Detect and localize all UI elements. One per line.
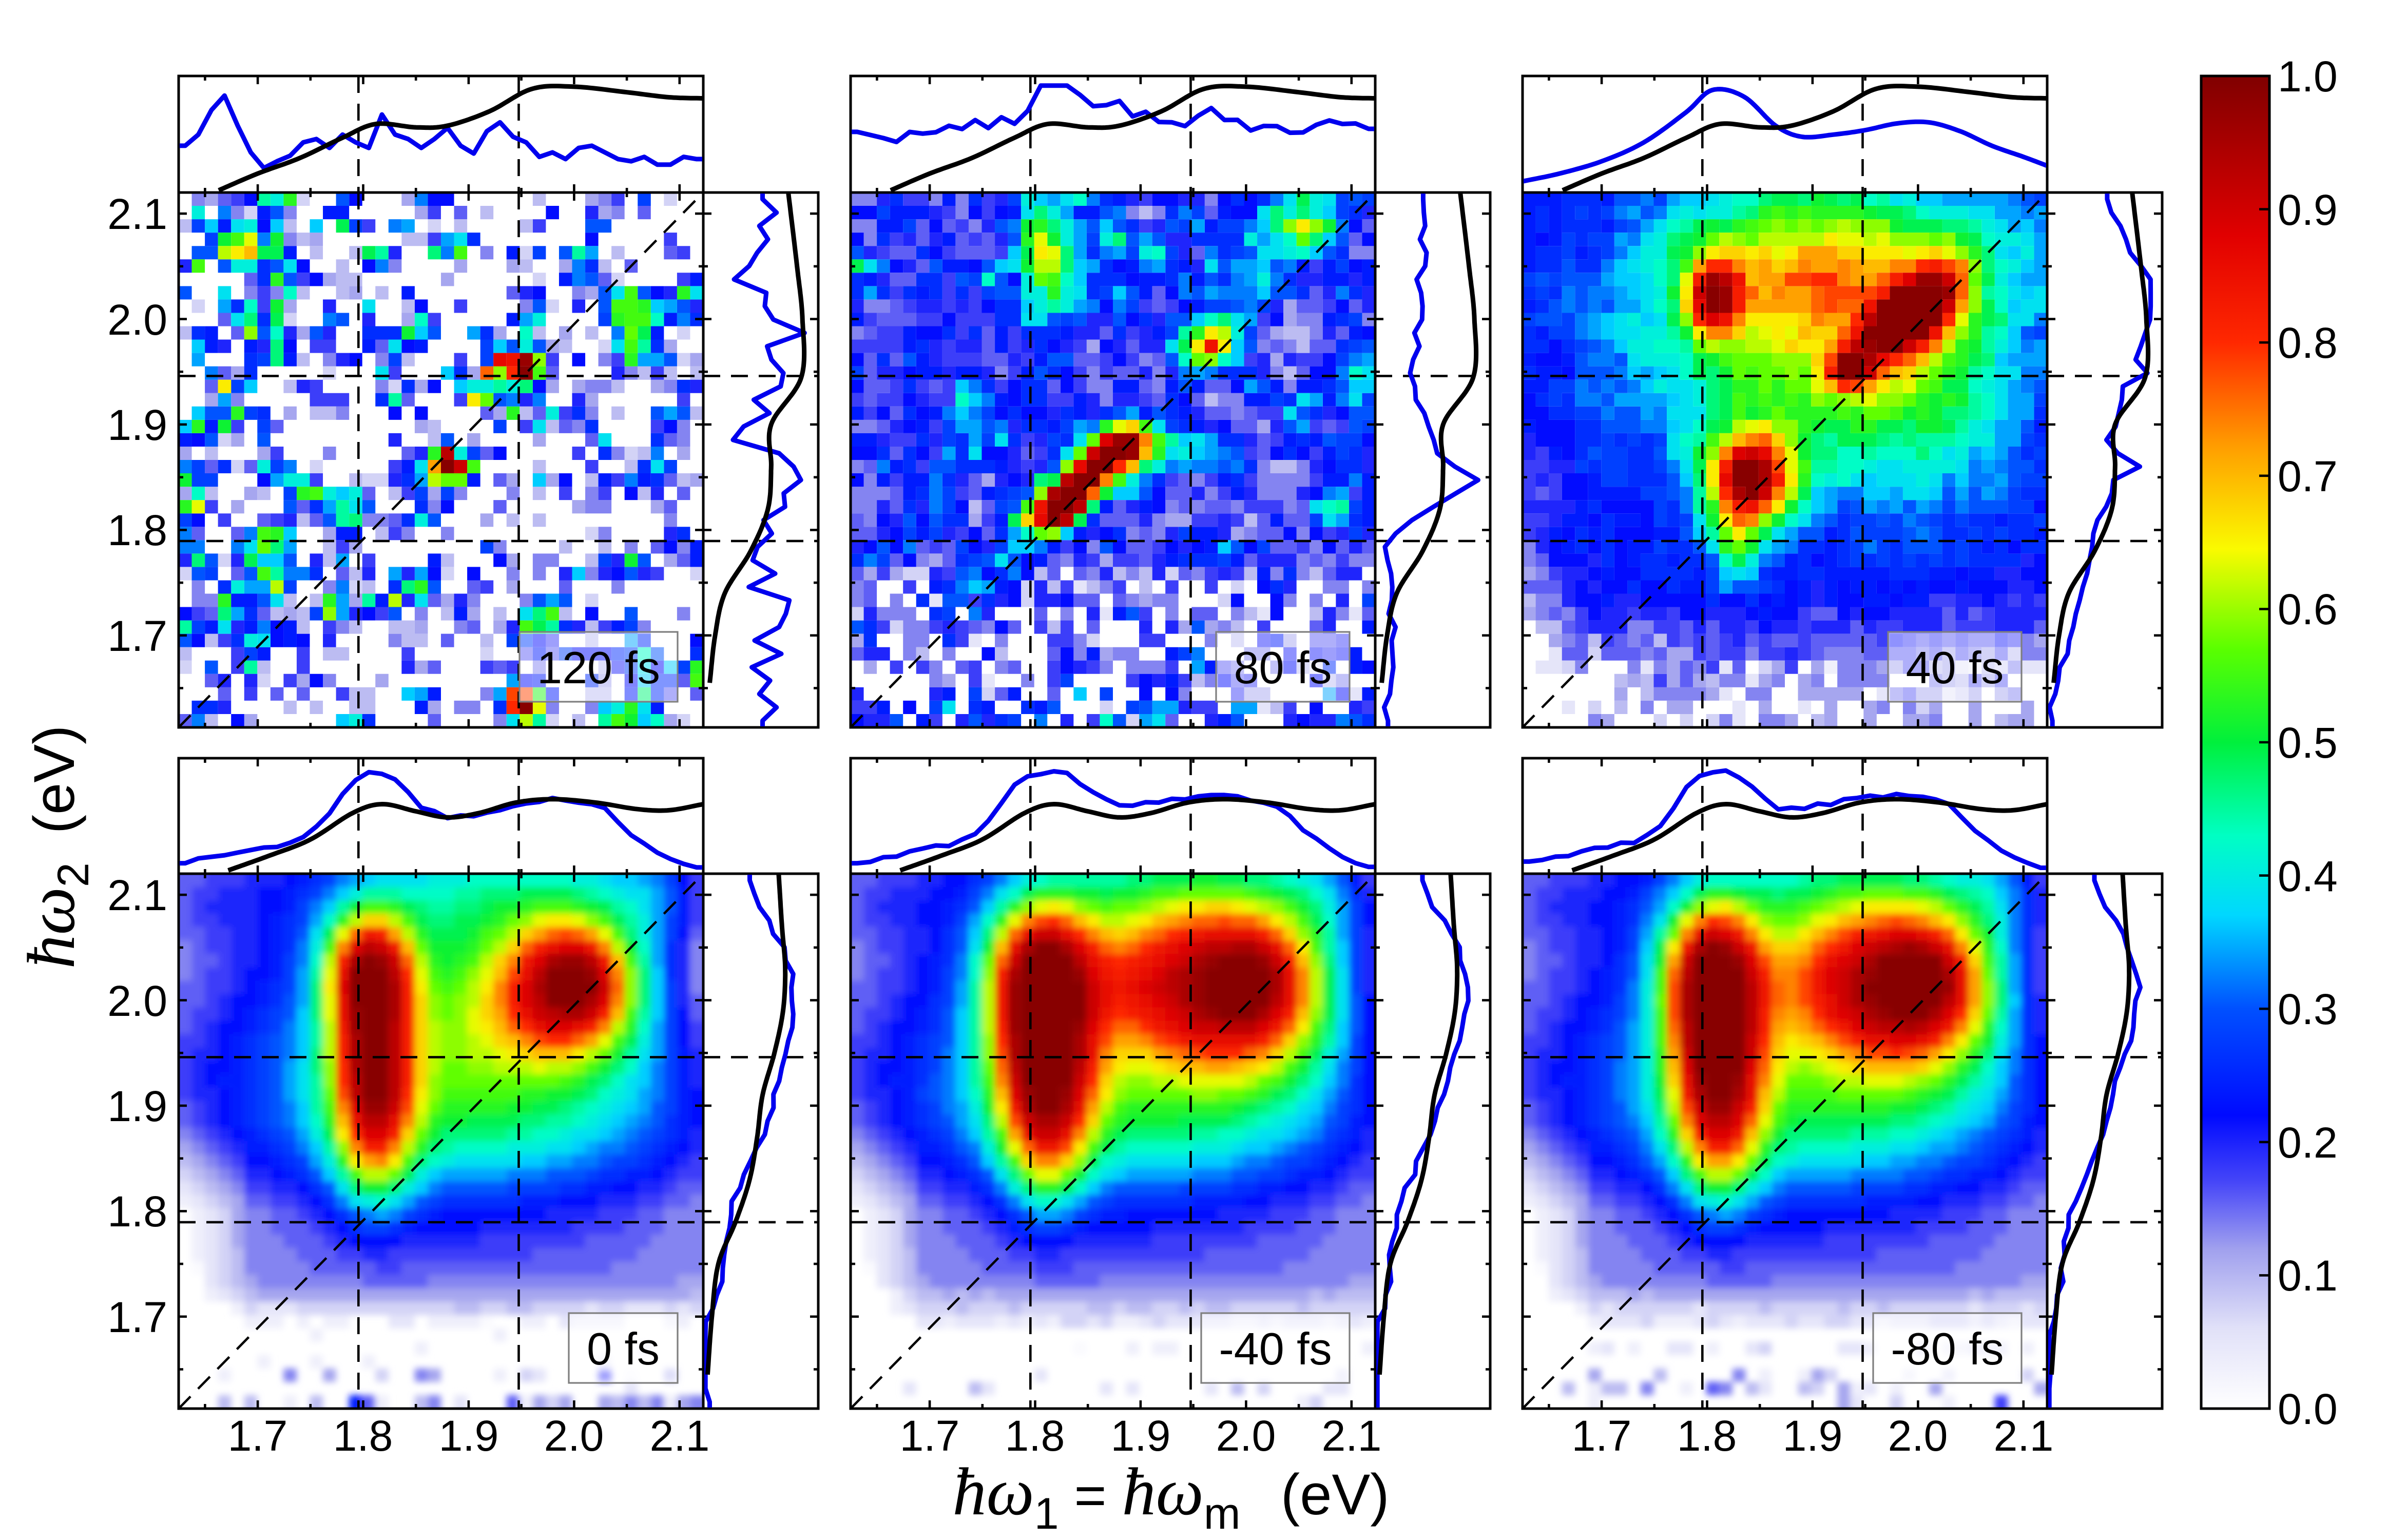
- svg-text:2.0: 2.0: [107, 296, 167, 344]
- svg-text:1.7: 1.7: [228, 1412, 288, 1460]
- svg-text:1.8: 1.8: [107, 506, 167, 554]
- svg-text:1.7: 1.7: [107, 612, 167, 660]
- svg-text:2.0: 2.0: [1216, 1412, 1276, 1460]
- svg-text:2.1: 2.1: [1994, 1412, 2054, 1460]
- svg-text:0.2: 0.2: [2278, 1119, 2338, 1167]
- svg-text:2.1: 2.1: [650, 1412, 710, 1460]
- svg-text:1.7: 1.7: [107, 1293, 167, 1341]
- svg-text:1.9: 1.9: [1111, 1412, 1171, 1460]
- svg-text:80 fs: 80 fs: [1234, 642, 1332, 693]
- svg-text:0.0: 0.0: [2278, 1385, 2338, 1433]
- svg-text:0.7: 0.7: [2278, 452, 2338, 500]
- svg-text:-80 fs: -80 fs: [1891, 1323, 2004, 1374]
- svg-text:1.0: 1.0: [2278, 52, 2338, 101]
- svg-text:2.1: 2.1: [107, 190, 167, 238]
- svg-text:1.8: 1.8: [333, 1412, 393, 1460]
- svg-text:1.7: 1.7: [900, 1412, 960, 1460]
- svg-text:0.3: 0.3: [2278, 985, 2338, 1033]
- svg-text:0.1: 0.1: [2278, 1252, 2338, 1300]
- svg-text:0.4: 0.4: [2278, 852, 2338, 900]
- svg-text:2.0: 2.0: [1888, 1412, 1948, 1460]
- svg-text:2.0: 2.0: [544, 1412, 604, 1460]
- svg-text:2.0: 2.0: [107, 977, 167, 1025]
- svg-text:0.6: 0.6: [2278, 585, 2338, 633]
- svg-text:ħω2 (eV): ħω2 (eV): [13, 725, 98, 969]
- svg-text:0 fs: 0 fs: [587, 1323, 660, 1374]
- svg-text:-40 fs: -40 fs: [1219, 1323, 1332, 1374]
- svg-text:40 fs: 40 fs: [1906, 642, 2004, 693]
- svg-text:1.8: 1.8: [1005, 1412, 1065, 1460]
- svg-text:2.1: 2.1: [107, 871, 167, 919]
- svg-text:1.8: 1.8: [1677, 1412, 1737, 1460]
- svg-text:1.8: 1.8: [107, 1187, 167, 1236]
- svg-text:1.9: 1.9: [107, 401, 167, 449]
- svg-text:1.9: 1.9: [107, 1082, 167, 1130]
- svg-text:0.9: 0.9: [2278, 186, 2338, 234]
- svg-text:120 fs: 120 fs: [537, 642, 660, 693]
- svg-text:2.1: 2.1: [1322, 1412, 1382, 1460]
- svg-text:ħω1 = ħωm (eV): ħω1 = ħωm (eV): [953, 1454, 1390, 1538]
- svg-text:1.9: 1.9: [439, 1412, 499, 1460]
- svg-text:0.8: 0.8: [2278, 319, 2338, 367]
- svg-text:1.9: 1.9: [1783, 1412, 1843, 1460]
- svg-text:0.5: 0.5: [2278, 719, 2338, 767]
- svg-text:1.7: 1.7: [1572, 1412, 1632, 1460]
